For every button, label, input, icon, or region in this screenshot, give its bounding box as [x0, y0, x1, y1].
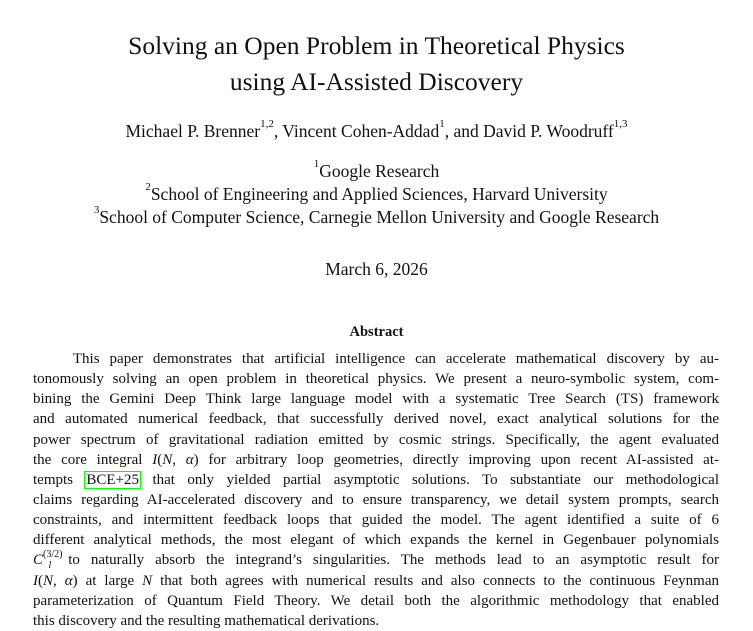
- math-symbol: C: [33, 552, 44, 569]
- author-separator: ,: [273, 121, 283, 141]
- author-list: Michael P. Brenner1,2, Vincent Cohen-Add…: [0, 118, 753, 142]
- math-symbol: N: [162, 451, 173, 468]
- affiliation-text: School of Engineering and Applied Scienc…: [150, 184, 608, 204]
- abstract-line: different analytical methods, the most e…: [33, 530, 719, 550]
- abstract-text: that only yielded partial asymptotic sol…: [140, 471, 720, 488]
- abstract-line: and automated numerical feedback, that s…: [33, 409, 719, 429]
- author-affiliation: 1,2: [260, 118, 274, 130]
- affiliation-number: 1: [313, 158, 320, 170]
- abstract-line: I(N, α) at large N that both agrees with…: [33, 571, 719, 591]
- abstract-line: tonomously solving an open problem in th…: [33, 369, 719, 389]
- publication-date: March 6, 2026: [325, 259, 428, 279]
- abstract-text: constraints, and intermittent feedback l…: [33, 512, 719, 529]
- abstract-text: that both agrees with numerical results …: [152, 572, 720, 589]
- abstract-line: tempts BCE+25 that only yielded partial …: [33, 470, 719, 490]
- math-symbol: l: [48, 560, 52, 572]
- abstract-text: parameterization of Quantum Field Theory…: [33, 592, 719, 609]
- abstract-text: (: [157, 451, 163, 468]
- abstract-line: the core integral I(N, α) for arbitrary …: [33, 450, 719, 470]
- abstract-text: ,: [53, 572, 65, 589]
- abstract-heading: Abstract: [349, 324, 404, 340]
- paper-title: Solving an Open Problem in Theoretical P…: [0, 28, 753, 100]
- abstract-text: power spectrum of gravitational radiatio…: [33, 431, 719, 448]
- abstract-line: bining the Gemini Deep Think large langu…: [33, 389, 719, 409]
- abstract-line: This paper demonstrates that artificial …: [33, 349, 719, 369]
- abstract-text: This paper demonstrates that artificial …: [33, 351, 719, 367]
- author-name: Michael P. Brenner: [125, 121, 261, 141]
- math-symbol: α: [64, 572, 73, 589]
- abstract-text: ) for arbitrary loop geometries, directl…: [193, 451, 720, 468]
- author-affiliation: 1,3: [613, 118, 628, 130]
- abstract-body: This paper demonstrates that artificial …: [33, 349, 719, 631]
- abstract-text: ,: [172, 451, 186, 468]
- math-symbol: N: [43, 572, 54, 589]
- abstract-text: bining the Gemini Deep Think large langu…: [33, 391, 719, 408]
- affiliation-number: 2: [145, 181, 151, 193]
- abstract-text: this discovery and the resulting mathema…: [33, 612, 380, 629]
- author-name: David P. Woodruff: [483, 121, 614, 141]
- affiliation: 1Google Research: [0, 158, 753, 182]
- abstract-line: power spectrum of gravitational radiatio…: [33, 430, 719, 450]
- abstract-line: C(3/2)l to naturally absorb the integran…: [33, 549, 719, 572]
- abstract-text: to naturally absorb the integrand’s sing…: [57, 552, 719, 569]
- math-symbol: (3/2): [43, 549, 63, 561]
- affiliation: 3School of Computer Science, Carnegie Me…: [0, 204, 753, 228]
- math-symbol: N: [142, 572, 153, 589]
- author-affiliation: 1: [439, 118, 445, 130]
- abstract-text: tonomously solving an open problem in th…: [33, 371, 719, 388]
- title-line-2: using AI-Assisted Discovery: [229, 67, 524, 96]
- abstract-line: parameterization of Quantum Field Theory…: [33, 591, 719, 611]
- abstract-text: and automated numerical feedback, that s…: [33, 411, 719, 428]
- abstract-line: this discovery and the resulting mathema…: [33, 611, 719, 631]
- affiliation-number: 3: [93, 204, 100, 216]
- math-symbol: I: [33, 572, 38, 589]
- citation-link[interactable]: BCE+25: [84, 470, 142, 489]
- abstract-text: claims regarding AI-accelerated discover…: [33, 491, 719, 508]
- title-line-1: Solving an Open Problem in Theoretical P…: [128, 31, 625, 60]
- abstract-line: claims regarding AI-accelerated discover…: [33, 490, 719, 510]
- abstract-line: constraints, and intermittent feedback l…: [33, 510, 719, 530]
- math-symbol: α: [185, 451, 194, 468]
- abstract-text: the core integral: [33, 451, 153, 468]
- affiliation: 2School of Engineering and Applied Scien…: [0, 181, 753, 205]
- author-name: Vincent Cohen-Addad: [282, 121, 440, 141]
- abstract-text: different analytical methods, the most e…: [33, 532, 719, 549]
- affiliation-text: Google Research: [319, 161, 440, 181]
- abstract-text: tempts: [33, 471, 86, 488]
- abstract-text: (: [38, 572, 43, 589]
- abstract-text: ) at large: [72, 572, 143, 589]
- affiliation-text: School of Computer Science, Carnegie Mel…: [99, 207, 660, 227]
- math-symbol: I: [152, 451, 158, 468]
- author-separator: , and: [444, 121, 484, 141]
